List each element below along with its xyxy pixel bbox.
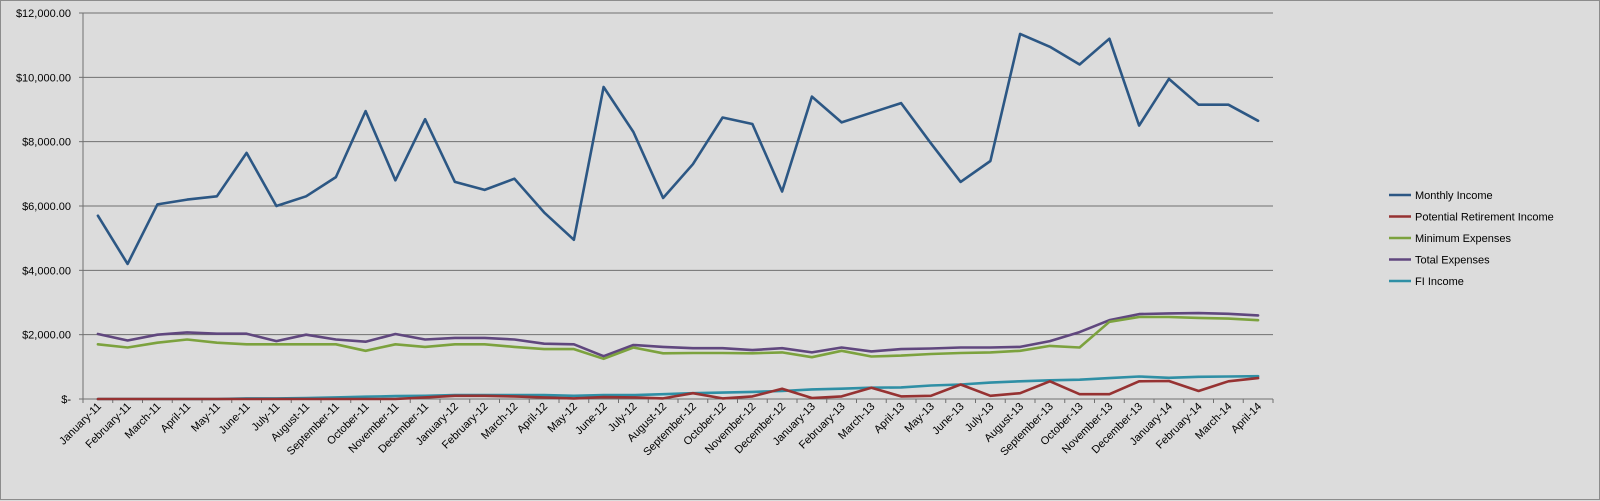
y-tick-label: $4,000.00 (22, 265, 71, 277)
x-tick-label: April-14 (1229, 401, 1264, 436)
y-tick-label: $8,000.00 (22, 137, 71, 149)
legend: Monthly Income Potential Retirement Incom… (1389, 190, 1554, 288)
legend-label: Monthly Income (1415, 190, 1493, 202)
legend-label: Total Expenses (1415, 255, 1490, 267)
legend-label: Minimum Expenses (1415, 233, 1511, 245)
legend-label: FI Income (1415, 276, 1464, 288)
series-lines (96, 32, 1260, 401)
x-tick-label: April-11 (159, 401, 194, 436)
y-tick-label: $6,000.00 (22, 201, 71, 213)
x-axis-tick-labels: January-11February-11March-11April-11May… (57, 401, 1264, 459)
y-tick-label: $- (61, 394, 71, 406)
y-tick-label: $10,000.00 (16, 72, 71, 84)
y-tick-label: $2,000.00 (22, 330, 71, 342)
y-axis-tick-labels: $- $2,000.00 $4,000.00 $6,000.00 $8,000.00 $1… (16, 8, 71, 406)
x-tick-label: April-13 (872, 401, 907, 436)
series-line-monthly-income (96, 32, 1260, 266)
x-tick-label: June-11 (217, 401, 253, 437)
series-line-total-expenses (96, 311, 1260, 358)
legend-label: Potential Retirement Income (1415, 212, 1554, 224)
x-tick-label: April-12 (515, 401, 550, 436)
series-line-potential-retirement-income (96, 376, 1260, 401)
y-tick-label: $12,000.00 (16, 8, 71, 20)
x-tick-label: June-13 (930, 401, 967, 438)
gridlines (83, 12, 1273, 336)
series-line-minimum-expenses (96, 315, 1260, 361)
x-tick-label: June-12 (573, 401, 610, 438)
